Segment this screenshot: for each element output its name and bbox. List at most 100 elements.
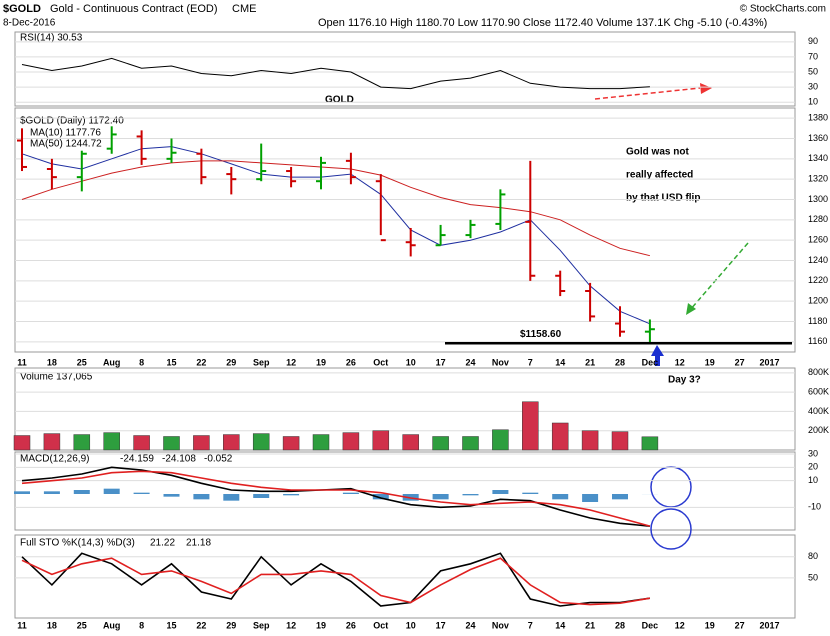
x-tick-label: 25: [77, 620, 87, 630]
y-tick-label: -10: [808, 502, 821, 512]
d-value: 21.18: [186, 538, 211, 549]
x-tick-label: Oct: [373, 620, 388, 630]
x-tick-label: 18: [47, 620, 57, 630]
volume-bar: [73, 434, 91, 451]
line: [21, 57, 650, 90]
y-tick-label: 1280: [808, 214, 828, 224]
y-tick-label: 80: [808, 551, 818, 561]
macd-histogram: [342, 492, 359, 494]
volume-bar: [13, 435, 31, 451]
macd-histogram: [223, 494, 240, 501]
y-tick-label: 1320: [808, 174, 828, 184]
x-tick-label: 18: [47, 357, 57, 367]
x-tick-label: Nov: [492, 620, 509, 630]
volume-bar: [581, 430, 599, 451]
up-arrow: [651, 345, 664, 366]
macd-histogram: [582, 494, 599, 502]
macd-histogram: [163, 494, 180, 497]
macd-value: -24.159: [120, 454, 154, 465]
volume-bar: [522, 401, 539, 451]
price-legend: $GOLD (Daily) 1172.40: [20, 116, 124, 127]
x-tick-label: 11: [17, 620, 27, 630]
k-value: 21.22: [150, 538, 175, 549]
volume-bar: [611, 431, 629, 451]
macd-histogram: [492, 490, 509, 494]
macd-histogram: [432, 494, 449, 500]
line: [21, 557, 651, 606]
x-tick-label: 26: [346, 620, 356, 630]
y-tick-label: 1300: [808, 194, 828, 204]
x-tick-label: 28: [615, 620, 625, 630]
x-tick-label: 19: [705, 620, 715, 630]
x-tick-label: 27: [735, 620, 745, 630]
x-tick-label: Oct: [373, 357, 388, 367]
x-tick-label: 29: [226, 620, 236, 630]
symbol: $GOLD: [3, 3, 41, 15]
x-tick-label: 24: [465, 620, 475, 630]
y-tick-label: 1240: [808, 255, 828, 265]
x-tick-label: 12: [675, 357, 685, 367]
annotation: really affected: [626, 170, 693, 181]
x-tick-label: 2017: [759, 357, 779, 367]
y-tick-label: 1160: [808, 336, 827, 346]
y-tick-label: 1200: [808, 296, 828, 306]
y-tick-label: 1220: [808, 275, 828, 285]
macd-histogram: [522, 492, 539, 494]
x-tick-label: Dec: [642, 357, 659, 367]
y-tick-label: 1360: [808, 133, 828, 143]
x-tick-label: 10: [406, 620, 416, 630]
y-tick-label: 70: [808, 51, 818, 61]
volume-bar: [223, 434, 240, 451]
y-tick-label: 30: [808, 81, 818, 91]
support-label: $1158.60: [520, 329, 562, 340]
macd-histogram: [73, 490, 90, 494]
y-tick-label: 200K: [808, 425, 829, 435]
x-tick-label: 15: [166, 620, 176, 630]
macd-histogram: [43, 491, 60, 494]
ma10-legend: MA(10) 1177.76: [30, 128, 101, 139]
annotation: by that USD flip: [626, 193, 700, 204]
volume-legend: Volume 137,065: [20, 372, 93, 383]
macd-panel: [14, 451, 796, 531]
rsi-legend: RSI(14) 30.53: [20, 33, 83, 44]
x-tick-label: 2017: [759, 620, 779, 630]
x-tick-label: 25: [77, 357, 87, 367]
volume-bar: [252, 433, 270, 451]
x-tick-label: 7: [528, 620, 533, 630]
ma50-legend: MA(50) 1244.72: [30, 139, 102, 150]
x-tick-label: 15: [166, 357, 176, 367]
x-tick-label: 19: [316, 357, 326, 367]
hist-value: -0.052: [204, 454, 233, 465]
x-tick-label: 12: [675, 620, 685, 630]
price-panel: [14, 107, 796, 353]
x-tick-label: 11: [17, 357, 27, 367]
arrow: [689, 242, 749, 311]
volume-bar: [492, 429, 509, 451]
macd-legend: MACD(12,26,9): [20, 454, 89, 465]
y-tick-label: 1260: [808, 235, 828, 245]
x-tick-label: 14: [555, 357, 565, 367]
instrument-name: Gold - Continuous Contract (EOD): [50, 3, 218, 15]
x-tick-label: 21: [585, 620, 595, 630]
macd-histogram: [552, 494, 569, 500]
line: [21, 146, 651, 325]
y-tick-label: 10: [808, 475, 818, 485]
x-tick-label: Sep: [253, 620, 270, 630]
volume-bar: [43, 433, 61, 451]
y-tick-label: 1180: [808, 316, 827, 326]
x-tick-label: 21: [585, 357, 595, 367]
arrowhead: [700, 83, 712, 94]
volume-bar: [432, 436, 449, 451]
y-tick-label: 1340: [808, 153, 828, 163]
annotation: Gold was not: [626, 147, 689, 158]
y-tick-label: 800K: [808, 367, 829, 377]
macd-histogram: [612, 494, 628, 500]
rsi-panel: [14, 31, 796, 107]
y-tick-label: 600K: [808, 386, 829, 396]
x-tick-label: 22: [196, 620, 206, 630]
x-tick-label: 27: [735, 357, 745, 367]
volume-bar: [312, 434, 330, 451]
x-tick-label: 26: [346, 357, 356, 367]
annotation: GOLD: [325, 95, 354, 106]
